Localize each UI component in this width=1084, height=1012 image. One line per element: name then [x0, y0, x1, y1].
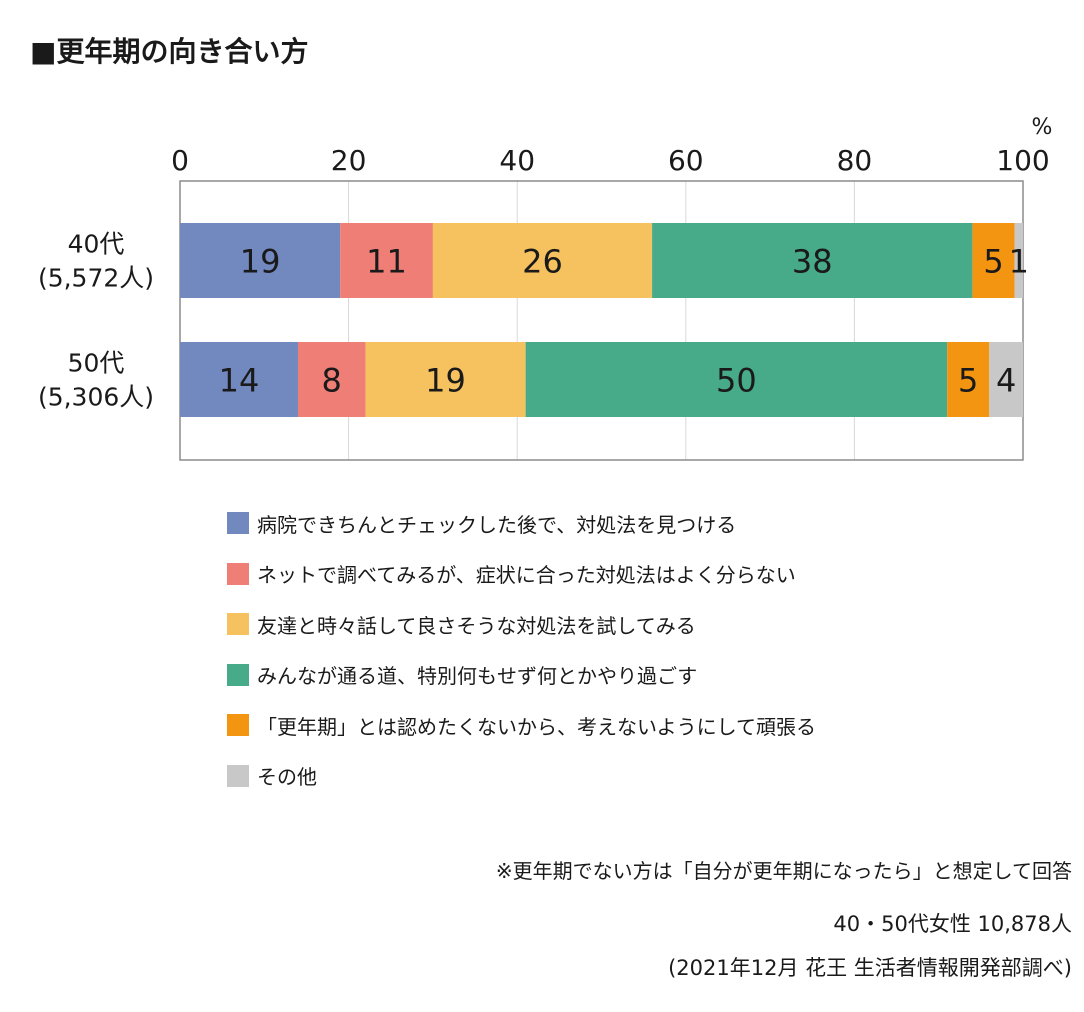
- x-tick-label: 0: [171, 144, 189, 177]
- legend-item: 「更年期」とは認めたくないから、考えないようにして頑張る: [227, 710, 816, 740]
- data-label: 4: [996, 362, 1016, 400]
- chart-title: ■更年期の向き合い方: [30, 35, 309, 68]
- legend: 病院できちんとチェックした後で、対処法を見つける ネットで調べてみるが、症状に合…: [227, 508, 816, 811]
- data-label: 5: [958, 362, 978, 400]
- bar-segment: [340, 223, 433, 298]
- plot-border: [179, 180, 1024, 461]
- legend-swatch: [227, 613, 249, 635]
- legend-label: 友達と時々話して良さそうな対処法を試してみる: [257, 613, 696, 638]
- legend-item: ネットで調べてみるが、症状に合った対処法はよく分らない: [227, 559, 816, 589]
- bar-segment: [180, 223, 341, 298]
- data-label: 5: [983, 243, 1003, 281]
- legend-label: 「更年期」とは認めたくないから、考えないようにして頑張る: [257, 714, 816, 739]
- category-sublabel: (5,572人): [38, 264, 154, 293]
- legend-label: その他: [257, 765, 317, 789]
- bar-segment: [1014, 223, 1023, 298]
- data-label: 38: [792, 243, 833, 281]
- bar-segment: [525, 342, 948, 417]
- stacked-bar-chart: 0 20 40 60 80 100% 40代 (5,572人) 50代 (5,306人) 19 11 2…: [38, 115, 1053, 461]
- legend-item: 友達と時々話して良さそうな対処法を試してみる: [227, 609, 816, 639]
- bar-segment: [365, 342, 526, 417]
- data-label: 50: [716, 362, 757, 400]
- x-tick-label: 40: [499, 144, 535, 177]
- legend-label: みんなが通る道、特別何もせず何とかやり過ごす: [257, 664, 698, 688]
- data-label: 14: [219, 362, 260, 400]
- bar-segment: [947, 342, 990, 417]
- bar-segment: [432, 223, 653, 298]
- legend-swatch: [227, 714, 249, 736]
- survey-assumption-note: ※更年期でない方は「自分が更年期になったら」と想定して回答: [495, 859, 1072, 883]
- legend-label: 病院できちんとチェックした後で、対処法を見つける: [257, 512, 737, 537]
- data-label: 19: [425, 362, 466, 400]
- legend-swatch: [227, 663, 249, 686]
- x-tick-label: 100: [996, 144, 1049, 177]
- x-tick-label: 20: [331, 144, 367, 177]
- bar-segment: [180, 342, 299, 417]
- source-note: (2021年12月 花王 生活者情報開発部調べ): [668, 956, 1072, 980]
- data-label: 26: [522, 243, 563, 281]
- x-tick-label: 60: [668, 144, 704, 177]
- legend-swatch: [227, 562, 249, 585]
- bar-segment: [652, 223, 973, 298]
- category-label: 40代: [68, 230, 125, 259]
- bar-segment: [989, 342, 1023, 417]
- x-tick-label: 80: [837, 144, 873, 177]
- legend-label: ネットで調べてみるが、症状に合った対処法はよく分らない: [257, 563, 796, 587]
- data-label: 19: [240, 243, 281, 281]
- legend-item: みんなが通る道、特別何もせず何とかやり過ごす: [227, 660, 816, 690]
- bar-segment: [972, 223, 1015, 298]
- unit-label: %: [1032, 115, 1053, 140]
- data-label: 1: [1009, 243, 1029, 281]
- sample-size-note: 40・50代女性 10,878人: [833, 912, 1072, 936]
- category-sublabel: (5,306人): [38, 383, 154, 412]
- legend-swatch: [227, 512, 249, 534]
- data-label: 8: [322, 362, 342, 400]
- legend-swatch: [227, 764, 249, 787]
- legend-item: その他: [227, 761, 816, 791]
- category-label: 50代: [68, 349, 125, 378]
- bar-segment: [298, 342, 366, 417]
- legend-item: 病院できちんとチェックした後で、対処法を見つける: [227, 508, 816, 538]
- data-label: 11: [366, 243, 407, 281]
